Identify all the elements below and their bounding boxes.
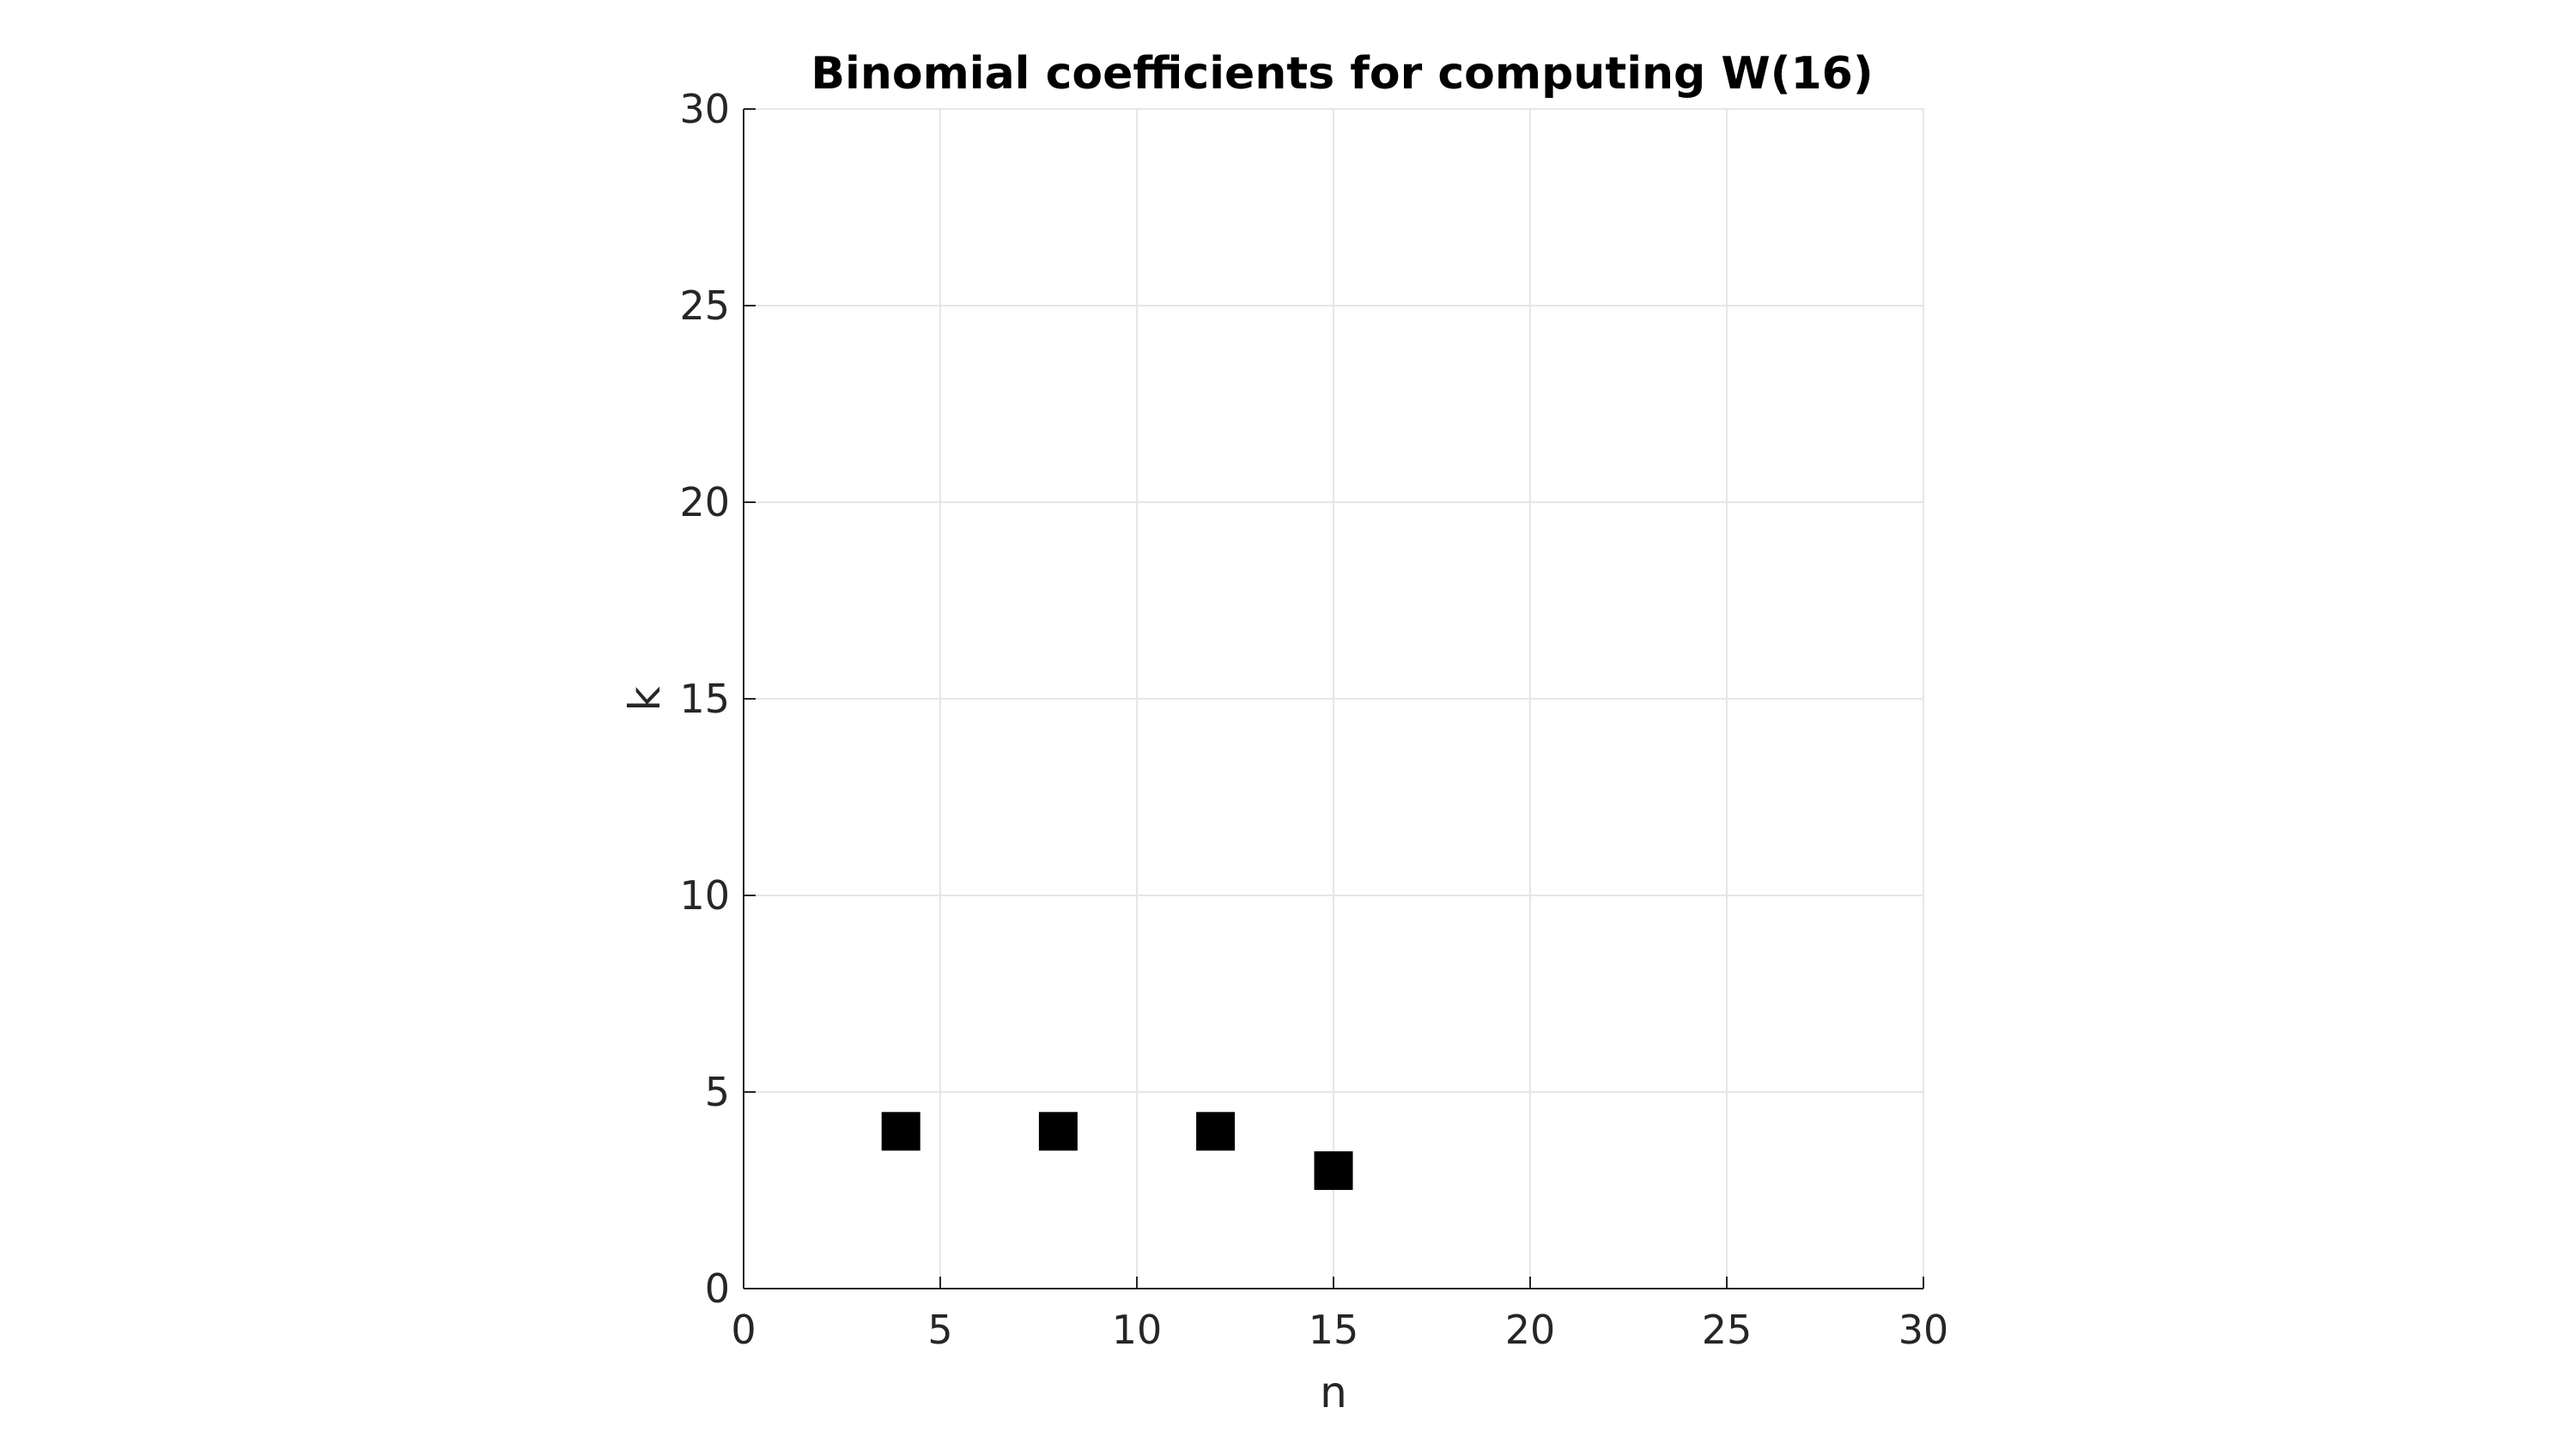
y-tick-label: 30	[679, 86, 730, 132]
ticks: 0 5 10 15 20 25 30 0 5 10 15 20 25 30	[679, 86, 1948, 1353]
y-tick-label: 20	[679, 479, 730, 525]
data-point	[1196, 1112, 1236, 1151]
x-tick-label: 0	[731, 1307, 756, 1353]
chart-title: Binomial coefficients for computing W(16…	[811, 48, 1873, 100]
y-axis-label: k	[620, 686, 670, 711]
grid	[743, 108, 1924, 1289]
data-point	[881, 1112, 920, 1151]
x-tick-label: 10	[1112, 1307, 1163, 1353]
y-tick-label: 15	[679, 676, 730, 722]
x-tick-label: 25	[1702, 1307, 1753, 1353]
y-tick-label: 25	[679, 282, 730, 329]
y-tick-label: 0	[705, 1265, 730, 1312]
data-point	[1038, 1112, 1078, 1151]
x-tick-label: 5	[927, 1307, 952, 1353]
y-tick-label: 10	[679, 872, 730, 919]
x-tick-label: 30	[1899, 1307, 1949, 1353]
x-tick-label: 20	[1505, 1307, 1556, 1353]
x-axis-label: n	[1320, 1368, 1347, 1417]
data-points	[881, 1112, 1353, 1191]
data-point	[1314, 1151, 1353, 1191]
y-tick-label: 5	[705, 1069, 730, 1115]
x-tick-label: 15	[1309, 1307, 1359, 1353]
